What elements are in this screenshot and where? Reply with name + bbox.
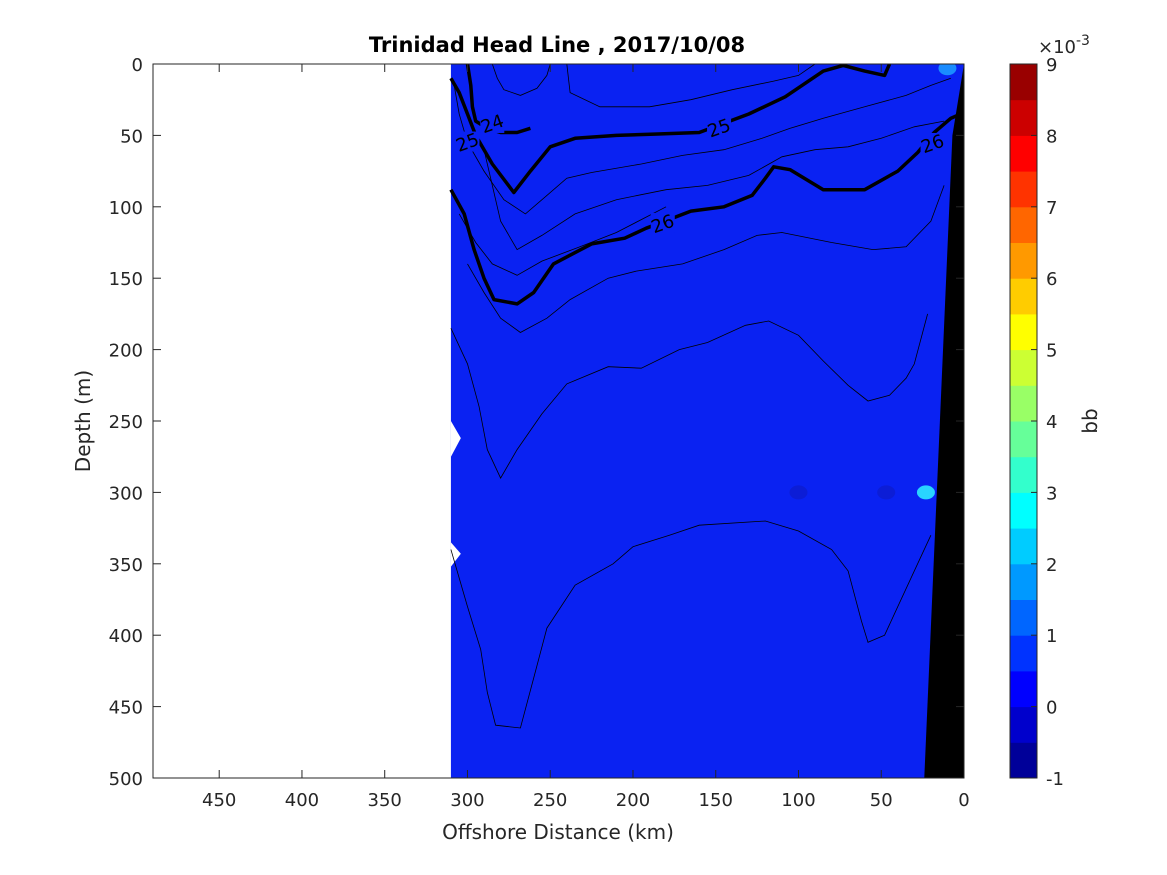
contour-label-bg (480, 112, 505, 133)
y-tick-label: 100 (109, 198, 143, 219)
colorbar-segment (1010, 563, 1037, 600)
colorbar-segment (1010, 206, 1037, 243)
data-field (450, 64, 964, 778)
x-tick-label: 350 (368, 790, 402, 811)
colorbar-segment (1010, 599, 1037, 636)
colorbar-segment (1010, 99, 1037, 136)
seafloor (924, 64, 964, 778)
x-tick-label: 400 (285, 790, 319, 811)
colorbar-tick-label: 4 (1046, 412, 1057, 433)
contour-line (453, 77, 951, 215)
y-tick-label: 0 (132, 55, 143, 76)
y-tick-label: 50 (120, 126, 143, 147)
colorbar-tick-label: 5 (1046, 341, 1057, 362)
colorbar-segment (1010, 278, 1037, 315)
contour-line (450, 520, 932, 729)
colorbar-segment (1010, 742, 1037, 779)
x-tick-label: 300 (450, 790, 484, 811)
colorbar-segment (1010, 349, 1037, 386)
y-tick-label: 150 (109, 269, 143, 290)
colorbar-tick-label: 7 (1046, 198, 1057, 219)
colorbar-tick-label: 9 (1046, 55, 1057, 76)
contour-label-bg (650, 212, 675, 233)
colorbar-segment (1010, 135, 1037, 172)
y-tick-label: 400 (109, 626, 143, 647)
y-tick-label: 450 (109, 698, 143, 719)
colorbar-segment (1010, 421, 1037, 458)
colorbar-segment (1010, 313, 1037, 351)
y-tick-label: 200 (109, 341, 143, 362)
chart-title: Trinidad Head Line , 2017/10/08 (369, 33, 745, 57)
colorbar-segment (1010, 670, 1037, 708)
contour-line (483, 120, 945, 251)
x-tick-label: 200 (616, 790, 650, 811)
colorbar-segment (1010, 171, 1037, 208)
colorbar-segment (1010, 492, 1037, 529)
colorbar-tick-label: 0 (1046, 698, 1057, 719)
y-axis-title: Depth (m) (71, 370, 95, 472)
field-feature (877, 485, 896, 500)
contour-line (458, 206, 667, 276)
colorbar-segment (1010, 706, 1037, 743)
x-axis-title: Offshore Distance (km) (442, 820, 674, 844)
colorbar: -1 0 1 2 3 4 5 6 7 8 9 (1009, 55, 1064, 790)
colorbar-multiplier-base: ×10 (1038, 37, 1076, 58)
colorbar-tick-label: 3 (1046, 483, 1057, 504)
contour-line (491, 64, 551, 96)
x-tick-label: 450 (202, 790, 236, 811)
x-tick-label: 250 (533, 790, 567, 811)
contour-label-bg (920, 132, 945, 153)
colorbar-tick-label: -1 (1046, 769, 1064, 790)
colorbar-tick-label: 6 (1046, 269, 1057, 290)
colorbar-segment (1010, 64, 1037, 101)
y-tick-label: 250 (109, 412, 143, 433)
colorbar-segment (1010, 635, 1037, 672)
contour-label-bg (707, 117, 732, 138)
contour-line (467, 185, 945, 333)
colorbar-segment (1010, 456, 1037, 493)
y-tick-label: 300 (109, 483, 143, 504)
colorbar-label: bb (1078, 408, 1102, 433)
y-tick-label: 500 (109, 769, 143, 790)
colorbar-segment (1010, 385, 1037, 422)
x-tick-label: 100 (781, 790, 815, 811)
data-gap-notch (450, 421, 461, 457)
density-contour-26 (449, 112, 962, 306)
colorbar-exponent: -3 (1076, 33, 1090, 49)
x-tick-label: 0 (958, 790, 969, 811)
contour-line (450, 313, 928, 479)
colorbar-tick-label: 2 (1046, 555, 1057, 576)
colorbar-tick-label: 8 (1046, 126, 1057, 147)
field-feature (789, 485, 808, 500)
contour-label-bg (455, 131, 480, 152)
field-feature (916, 485, 935, 500)
colorbar-segment (1010, 242, 1037, 279)
x-tick-label: 50 (870, 790, 893, 811)
x-axis: 450 400 350 300 250 200 150 100 50 0 (202, 64, 970, 811)
colorbar-tick-label: 1 (1046, 626, 1057, 647)
colorbar-multiplier: ×10-3 (1038, 33, 1090, 58)
y-axis: 0 50 100 150 200 250 300 350 400 450 500 (109, 55, 964, 790)
field-feature (938, 64, 957, 76)
y-tick-label: 350 (109, 555, 143, 576)
data-gap-notch (450, 542, 461, 567)
contour-line (566, 64, 816, 108)
colorbar-segment (1010, 528, 1037, 565)
x-tick-label: 150 (699, 790, 733, 811)
